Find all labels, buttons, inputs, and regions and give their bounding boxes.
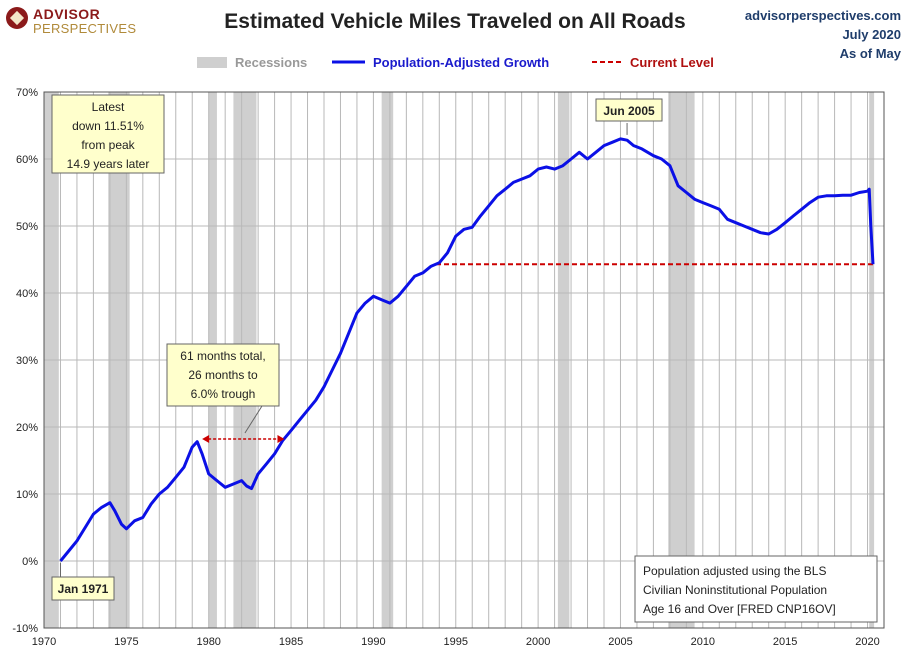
peak-callout-text: Jun 2005 xyxy=(603,104,655,118)
x-tick-label: 2015 xyxy=(773,636,797,648)
trough-callout-text: 61 months total, xyxy=(180,349,265,363)
start-callout-text: Jan 1971 xyxy=(58,582,109,596)
trough-arrow-left-head xyxy=(202,435,210,443)
source-site: advisorperspectives.com xyxy=(744,8,901,23)
source-asof: As of May xyxy=(839,46,901,61)
x-tick-label: 1975 xyxy=(114,636,138,648)
series-line-population-adjusted-growth xyxy=(59,137,875,562)
x-tick-label: 1970 xyxy=(32,636,56,648)
note-text: Age 16 and Over [FRED CNP16OV] xyxy=(643,602,836,616)
trough-callout-text: 6.0% trough xyxy=(191,387,256,401)
y-tick-label: 50% xyxy=(16,221,38,233)
chart-title: Estimated Vehicle Miles Traveled on All … xyxy=(224,10,686,33)
x-tick-label: 2010 xyxy=(691,636,715,648)
plot-frame xyxy=(43,91,885,629)
y-tick-label: 60% xyxy=(16,154,38,166)
logo-line-1: ADVISOR xyxy=(33,6,101,22)
x-tick-label: 2020 xyxy=(855,636,879,648)
y-tick-label: 40% xyxy=(16,288,38,300)
x-tick-label: 1985 xyxy=(279,636,303,648)
trough-callout-box xyxy=(166,343,280,407)
trough-arrow-right-head xyxy=(277,435,285,443)
latest-callout-text: from peak xyxy=(81,138,135,152)
x-tick-label: 1980 xyxy=(196,636,220,648)
trough-callout-text: 26 months to xyxy=(188,368,258,382)
source-date: July 2020 xyxy=(842,27,901,42)
note-text: Population adjusted using the BLS xyxy=(643,564,826,578)
y-tick-label: 70% xyxy=(16,87,38,99)
y-tick-label: 10% xyxy=(16,489,38,501)
note-box xyxy=(634,555,878,623)
note-text: Civilian Noninstitutional Population xyxy=(643,583,827,597)
y-tick-label: 20% xyxy=(16,422,38,434)
logo-line-2: PERSPECTIVES xyxy=(33,21,137,36)
legend-recession-swatch xyxy=(197,57,227,68)
peak-callout-box xyxy=(595,98,663,122)
y-tick-label: -10% xyxy=(12,623,38,635)
x-tick-label: 1995 xyxy=(444,636,468,648)
y-tick-label: 0% xyxy=(22,556,38,568)
latest-callout-box xyxy=(51,94,165,174)
legend-current-label: Current Level xyxy=(630,55,714,70)
trough-leader-line xyxy=(244,405,263,434)
latest-callout-text: down 11.51% xyxy=(72,119,144,133)
latest-callout-text: 14.9 years later xyxy=(67,157,150,171)
x-tick-label: 1990 xyxy=(361,636,385,648)
legend-recessions-label: Recessions xyxy=(235,55,307,70)
compass-icon xyxy=(6,7,28,29)
x-tick-label: 2005 xyxy=(608,636,632,648)
start-callout-box xyxy=(51,576,115,601)
source-block: advisorperspectives.com July 2020 As of … xyxy=(745,6,901,63)
x-tick-label: 2000 xyxy=(526,636,550,648)
legend-series-label: Population-Adjusted Growth xyxy=(373,55,549,70)
y-tick-label: 30% xyxy=(16,355,38,367)
latest-callout-text: Latest xyxy=(92,100,125,114)
